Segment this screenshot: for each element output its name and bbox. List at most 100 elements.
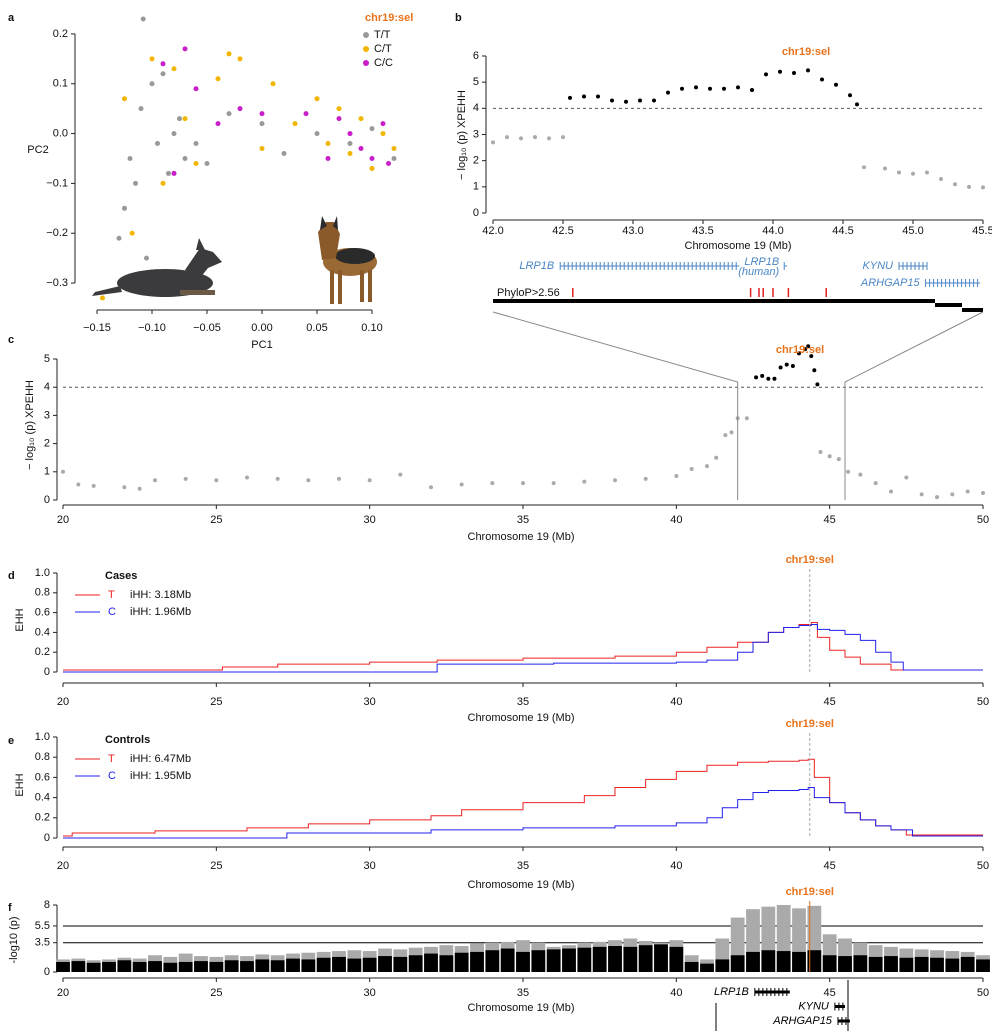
- y-tick-label: 0.2: [53, 28, 68, 40]
- y-tick-label: 3: [44, 409, 50, 421]
- ehh-line: [63, 623, 983, 673]
- bar: [332, 956, 346, 972]
- bar: [516, 951, 530, 972]
- y-axis-label: PC2: [27, 144, 48, 156]
- point: [183, 476, 188, 481]
- bar: [945, 958, 960, 972]
- point: [897, 170, 901, 175]
- point: [391, 146, 397, 152]
- point: [521, 481, 525, 486]
- y-tick-label: 6: [473, 50, 479, 62]
- bar: [408, 955, 423, 972]
- annotation: chr19:sel: [786, 886, 834, 898]
- x-tick-label: 20: [57, 514, 69, 526]
- x-tick-label: 0.00: [251, 322, 272, 334]
- bar: [930, 957, 944, 972]
- x-tick-label: 45: [824, 696, 836, 708]
- x-tick-label: −0.10: [138, 322, 166, 334]
- x-tick-label: 40: [670, 860, 682, 872]
- panel-letter: b: [455, 12, 462, 24]
- bar: [117, 960, 132, 972]
- bar: [255, 959, 270, 972]
- bar: [730, 955, 745, 972]
- bar: [807, 950, 822, 972]
- bar: [56, 961, 70, 972]
- point: [215, 76, 221, 82]
- x-axis-label: PC1: [251, 339, 272, 351]
- x-tick-label: −0.15: [83, 322, 111, 334]
- point: [171, 66, 177, 72]
- bar: [301, 959, 316, 972]
- legend-label: C/C: [374, 57, 393, 69]
- gene-note: (human): [738, 266, 779, 278]
- point: [889, 489, 893, 494]
- bar: [178, 961, 193, 972]
- y-tick-label: −0.2: [46, 227, 68, 239]
- y-tick-label: 0.0: [53, 127, 68, 139]
- x-tick-label: 40: [670, 696, 682, 708]
- y-tick-label: 1: [44, 466, 50, 478]
- y-axis-label: − log₁₀ (p) XPEHH: [456, 90, 468, 180]
- x-tick-label: 25: [210, 514, 222, 526]
- dog-head: [185, 248, 222, 278]
- point: [674, 474, 679, 479]
- point: [778, 69, 782, 74]
- point: [547, 136, 551, 141]
- legend-label: T: [108, 753, 115, 765]
- bar: [102, 961, 116, 972]
- point: [533, 135, 537, 140]
- point: [391, 155, 397, 161]
- y-tick-label: 0.4: [35, 626, 50, 638]
- bar: [669, 946, 684, 972]
- x-tick-label: 45.5: [972, 225, 992, 237]
- y-tick-label: 0.6: [35, 771, 50, 783]
- point: [347, 151, 353, 156]
- point: [336, 106, 342, 112]
- panel-letter: a: [8, 12, 15, 24]
- bar: [194, 961, 208, 972]
- point: [827, 454, 832, 459]
- x-tick-label: 25: [210, 987, 222, 999]
- x-tick-label: 20: [57, 860, 69, 872]
- legend-label: C/T: [374, 43, 392, 55]
- point: [778, 365, 783, 370]
- x-tick-label: 50: [977, 987, 989, 999]
- bar: [914, 956, 929, 972]
- point: [764, 72, 768, 77]
- x-axis-label: Chromosome 19 (Mb): [468, 1002, 575, 1014]
- point: [883, 166, 887, 171]
- point: [846, 469, 851, 474]
- x-tick-label: 20: [57, 987, 69, 999]
- dog-tail: [92, 286, 122, 296]
- bar: [838, 956, 852, 972]
- bar: [240, 961, 254, 972]
- x-tick-label: 40: [670, 987, 682, 999]
- point: [935, 495, 939, 500]
- legend-ihh: iHH: 1.96Mb: [130, 606, 191, 618]
- x-tick-label: 25: [210, 696, 222, 708]
- x-tick-label: 35: [517, 696, 529, 708]
- point: [325, 141, 331, 147]
- point: [950, 492, 955, 497]
- bar: [485, 950, 500, 972]
- y-axis-label: − log₁₀ (p) XPEHH: [24, 380, 36, 470]
- bar: [531, 950, 546, 972]
- x-axis-label: Chromosome 19 (Mb): [468, 879, 575, 891]
- x-tick-label: 40: [670, 514, 682, 526]
- point: [680, 86, 684, 91]
- y-tick-label: 2: [44, 438, 50, 450]
- point: [925, 170, 929, 175]
- point: [820, 77, 824, 82]
- bar: [270, 960, 285, 972]
- x-tick-label: 30: [364, 860, 376, 872]
- point: [705, 464, 709, 469]
- gene-label: LRP1B: [519, 260, 554, 272]
- legend-ihh: iHH: 1.95Mb: [130, 770, 191, 782]
- point: [505, 135, 509, 140]
- point: [133, 180, 138, 186]
- y-tick-label: 0.8: [35, 751, 50, 763]
- point: [347, 131, 353, 137]
- point: [177, 116, 182, 122]
- dog-ear: [196, 238, 205, 250]
